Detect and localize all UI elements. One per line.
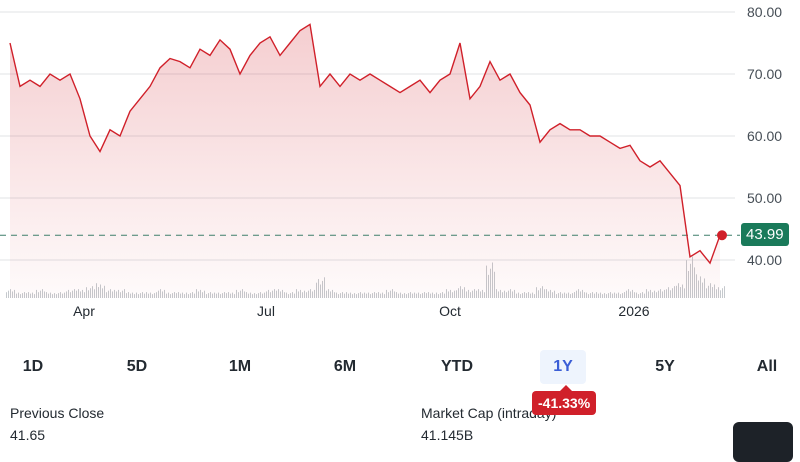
price-line — [9, 23, 721, 265]
range-1m[interactable]: 1M — [228, 358, 252, 375]
range-selector: 1D 5D 1M 6M YTD 1Y 5Y All — [0, 350, 800, 384]
volume-bar — [6, 292, 7, 298]
range-5y[interactable]: 5Y — [655, 358, 675, 375]
current-price-dot — [717, 230, 727, 241]
volume-bar — [724, 286, 725, 298]
x-tick-label: Jul — [257, 303, 275, 319]
range-1y[interactable]: 1Y — [540, 350, 586, 384]
range-ytd[interactable]: YTD — [441, 358, 473, 375]
x-tick-label: Apr — [73, 303, 95, 319]
volume-bar — [8, 290, 9, 298]
y-tick-label: 70.00 — [747, 66, 782, 82]
range-all[interactable]: All — [756, 358, 778, 375]
market-cap-label: Market Cap (intraday) — [421, 405, 557, 421]
previous-close-value: 41.65 — [10, 427, 46, 443]
range-6m[interactable]: 6M — [333, 358, 357, 375]
previous-close-label: Previous Close — [10, 405, 105, 421]
action-button[interactable] — [733, 422, 793, 462]
current-price-tag: 43.99 — [741, 223, 789, 246]
stat-previous-close: Previous Close 41.65 — [10, 405, 104, 443]
price-chart[interactable]: 80.00 70.00 60.00 50.00 40.00 Apr Jul Oct 2026 — [0, 0, 800, 340]
volume-bar — [720, 290, 721, 298]
market-cap-value: 41.145B — [421, 427, 474, 443]
x-tick-label: 2026 — [618, 303, 649, 319]
y-tick-label: 80.00 — [747, 4, 782, 20]
x-tick-label: Oct — [439, 303, 461, 319]
stat-market-cap: Market Cap (intraday) 41.145B — [421, 405, 556, 443]
range-1d[interactable]: 1D — [22, 358, 44, 375]
y-tick-label: 60.00 — [747, 128, 782, 144]
range-5d[interactable]: 5D — [126, 358, 148, 375]
change-badge: -41.33% — [532, 385, 597, 415]
price-area — [10, 24, 720, 299]
y-tick-label: 40.00 — [747, 252, 782, 268]
volume-bar — [722, 288, 723, 298]
y-tick-label: 50.00 — [747, 190, 782, 206]
